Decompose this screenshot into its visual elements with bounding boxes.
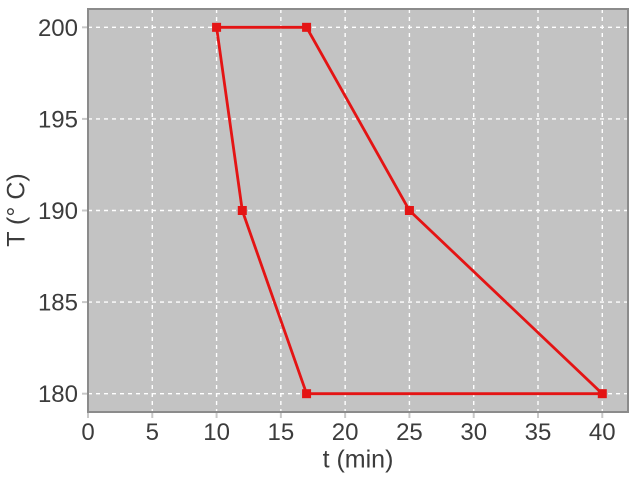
data-point-marker xyxy=(597,389,607,399)
x-tick-label: 20 xyxy=(332,419,359,446)
x-tick-label: 30 xyxy=(460,419,487,446)
data-point-marker xyxy=(302,22,312,32)
data-point-marker xyxy=(302,389,312,399)
data-point-marker xyxy=(212,22,222,32)
data-point-marker xyxy=(237,206,247,215)
y-axis-title: T (° C) xyxy=(2,173,31,247)
y-tick-label: 195 xyxy=(38,106,78,133)
y-tick-label: 200 xyxy=(38,15,78,42)
x-tick-label: 5 xyxy=(146,419,159,446)
y-tick-label: 190 xyxy=(38,198,78,225)
y-tick-label: 185 xyxy=(38,290,78,317)
x-tick-label: 25 xyxy=(396,419,423,446)
y-tick-label: 180 xyxy=(38,381,78,408)
x-tick-label: 35 xyxy=(525,419,552,446)
plot-frame xyxy=(87,8,629,413)
x-tick-label: 15 xyxy=(268,419,295,446)
x-axis-title: t (min) xyxy=(322,445,394,474)
x-tick-label: 10 xyxy=(203,419,230,446)
x-tick-label: 0 xyxy=(81,419,94,446)
x-tick-label: 40 xyxy=(589,419,616,446)
data-point-marker xyxy=(404,206,414,215)
